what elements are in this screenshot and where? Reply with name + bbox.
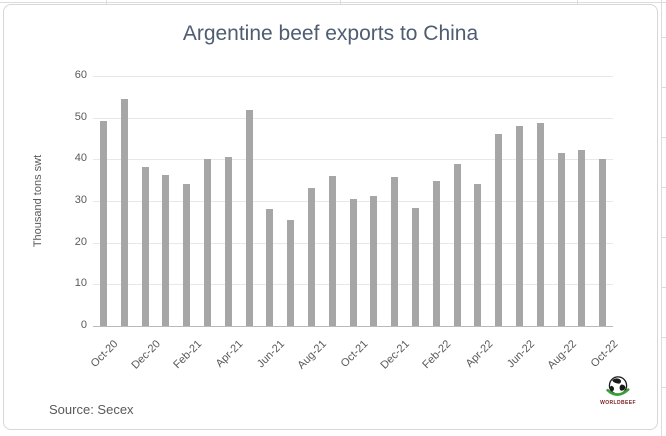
bar-Mar-21: [203, 159, 211, 326]
sheet-gridline: [662, 237, 666, 238]
sheet-gridline: [662, 337, 666, 338]
source-note: Source: Secex: [49, 402, 134, 417]
sheet-gridline: [662, 87, 666, 88]
bar-Oct-20: [99, 121, 107, 326]
sheet-gridline: [340, 0, 341, 4]
bar-Jul-21: [287, 220, 295, 326]
x-axis-line: [93, 326, 613, 327]
x-tick-label: Apr-21: [213, 338, 246, 370]
bar-Jan-21: [162, 175, 170, 326]
sheet-gridline: [662, 137, 666, 138]
sheet-gridline: [106, 0, 107, 4]
sheet-gridline: [662, 387, 666, 388]
bar-Sep-21: [328, 176, 336, 326]
gridline: [93, 118, 613, 119]
plot-area: 0 10 20 30 40 50 60 Oct-20 Dec-20 Feb-21 Apr-21 Jun…: [4, 5, 657, 429]
bar-Jul-22: [536, 122, 544, 326]
bar-Aug-21: [307, 187, 315, 326]
publisher-logo: WORLDBEEF: [592, 375, 644, 406]
logo-text: WORLDBEEF: [600, 400, 636, 406]
bar-Feb-21: [183, 184, 191, 326]
x-tick-label: Jun-21: [255, 338, 288, 371]
bar-Jan-22: [411, 207, 419, 326]
gridline: [93, 76, 613, 77]
y-tick-label: 0: [80, 319, 87, 331]
sheet-gridline: [662, 287, 666, 288]
sheet-gridline: [0, 2, 666, 3]
globe-icon: [606, 376, 630, 396]
bar-Dec-20: [141, 166, 149, 326]
x-tick-label: Feb-22: [420, 338, 454, 372]
bar-Sep-22: [578, 150, 586, 326]
bar-Dec-21: [391, 176, 399, 326]
sheet-gridline: [662, 37, 666, 38]
bar-May-22: [495, 133, 503, 326]
x-tick-label: Aug-21: [295, 338, 329, 372]
bar-Aug-22: [557, 153, 565, 326]
bar-Jun-22: [515, 125, 523, 326]
y-tick-label: 50: [74, 111, 87, 123]
bar-Feb-22: [432, 181, 440, 326]
x-tick-label: Feb-21: [170, 338, 205, 372]
gridline: [93, 159, 613, 160]
bar-Apr-21: [224, 156, 232, 326]
x-tick-label: Oct-21: [338, 338, 371, 370]
y-tick-label: 40: [74, 152, 87, 164]
bar-Nov-21: [370, 195, 378, 326]
x-tick-label: Dec-20: [128, 338, 163, 372]
x-tick-label: Jun-22: [504, 338, 537, 371]
y-tick-label: 10: [74, 277, 87, 289]
bar-Apr-22: [474, 183, 482, 326]
y-tick-label: 20: [74, 236, 87, 248]
y-tick-label: 60: [74, 69, 87, 81]
x-tick-label: Dec-21: [378, 338, 413, 372]
y-tick-label: 30: [74, 194, 87, 206]
bar-May-21: [245, 110, 253, 326]
x-tick-label: Aug-22: [544, 338, 579, 372]
bar-Mar-22: [453, 164, 461, 326]
bar-Nov-20: [120, 98, 128, 326]
sheet-gridline: [577, 0, 578, 4]
chart-title: Argentine beef exports to China: [182, 22, 479, 45]
sheet-gridline: [662, 187, 666, 188]
bar-Oct-21: [349, 199, 357, 326]
x-tick-label: Oct-20: [89, 338, 121, 370]
x-tick-label: Oct-22: [588, 338, 621, 370]
chart-object[interactable]: Argentine beef exports to China Thousand…: [3, 4, 658, 430]
bar-Oct-22: [599, 158, 607, 326]
bar-Jun-21: [266, 209, 274, 326]
sheet-gridline: [661, 0, 662, 436]
x-tick-label: Apr-22: [463, 338, 496, 370]
